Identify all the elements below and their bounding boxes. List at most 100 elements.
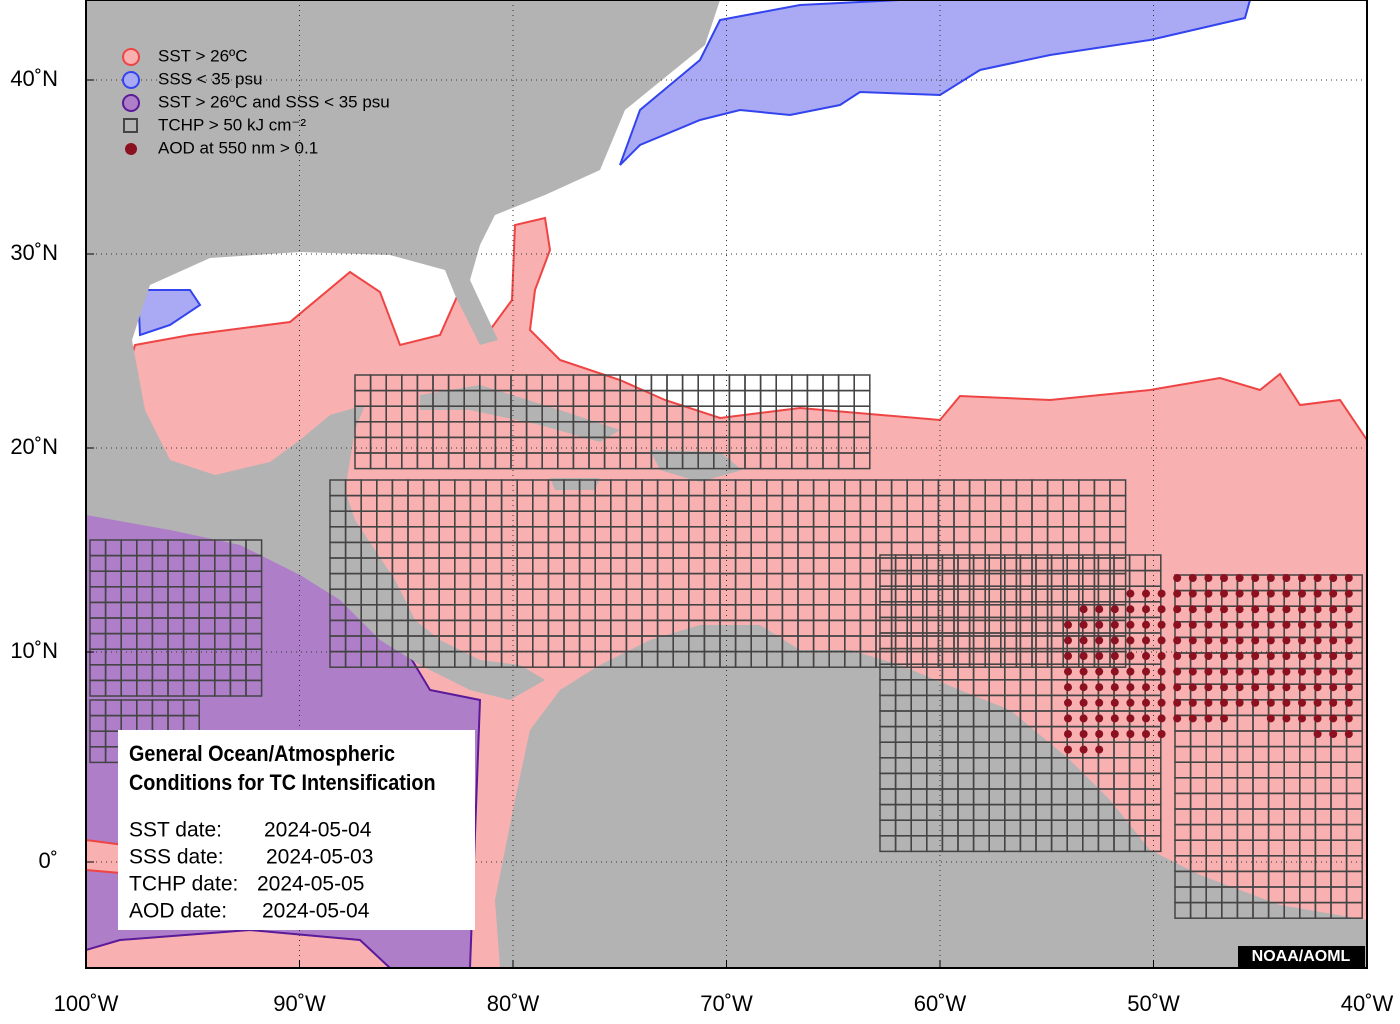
aod-dot <box>1188 652 1197 660</box>
aod-dot <box>1173 683 1182 692</box>
x-axis-label: 100˚W <box>54 991 119 1016</box>
aod-dot <box>1329 730 1338 738</box>
aod-dot <box>1064 636 1072 645</box>
aod-dot <box>1064 667 1072 676</box>
tchp-cell <box>1345 901 1363 919</box>
x-axis-label: 40˚W <box>1341 991 1394 1016</box>
aod-dot <box>1235 652 1244 660</box>
aod-dot <box>1266 589 1275 598</box>
aod-dot <box>1344 714 1353 723</box>
aod-dot <box>1282 652 1291 660</box>
tchp-cell <box>853 452 871 470</box>
aod-dot <box>1079 698 1088 707</box>
aod-dot <box>1173 589 1182 598</box>
aod-dot <box>1142 667 1150 676</box>
y-axis-label: 40˚N <box>10 66 58 91</box>
aod-dot <box>1173 636 1182 645</box>
aod-dot <box>1282 683 1291 692</box>
aod-dot <box>1142 730 1150 738</box>
aod-dot <box>1064 652 1072 660</box>
aod-dot <box>1142 605 1150 614</box>
credit: NOAA/AOML <box>1252 948 1351 965</box>
aod-dot <box>1064 714 1072 723</box>
aod-dot <box>1344 574 1353 582</box>
legend-label: SST > 26ºC <box>158 46 248 65</box>
date-label: AOD date: <box>129 900 227 923</box>
aod-dot <box>1157 652 1166 660</box>
aod-dot <box>1126 636 1135 645</box>
aod-dot <box>1313 574 1322 582</box>
aod-dot <box>1204 667 1213 676</box>
aod-dot <box>1173 667 1182 676</box>
aod-dot <box>1157 636 1166 645</box>
aod-dot <box>1329 589 1338 598</box>
aod-dot <box>1126 652 1135 660</box>
aod-dot <box>1282 574 1291 582</box>
sss-region <box>136 289 202 337</box>
aod-dot <box>1282 698 1291 707</box>
y-axis-label: 20˚N <box>10 434 58 459</box>
aod-dot <box>1329 652 1338 660</box>
aod-dot <box>1344 730 1353 738</box>
aod-dot <box>1157 667 1166 676</box>
aod-dot <box>1298 589 1306 598</box>
aod-dot <box>1110 667 1119 676</box>
aod-dot <box>1173 620 1182 629</box>
aod-dot <box>1204 652 1213 660</box>
aod-dot <box>1298 574 1306 582</box>
aod-dot <box>1095 667 1104 676</box>
y-axis-label: 30˚N <box>10 240 58 265</box>
aod-dot <box>1126 605 1135 614</box>
aod-dot <box>1344 652 1353 660</box>
sss-region <box>619 0 1252 166</box>
aod-dot <box>1251 636 1260 645</box>
aod-dot <box>1220 667 1228 676</box>
aod-dot <box>1204 574 1213 582</box>
aod-dot <box>1313 683 1322 692</box>
aod-dot <box>1126 683 1135 692</box>
aod-dot <box>1110 698 1119 707</box>
land <box>550 478 600 490</box>
aod-dot <box>1298 698 1306 707</box>
aod-dot <box>1266 683 1275 692</box>
aod-dot <box>1266 667 1275 676</box>
legend-label: TCHP > 50 kJ cm⁻² <box>158 115 306 134</box>
info-background <box>118 730 475 930</box>
aod-dot <box>1188 683 1197 692</box>
aod-dot <box>1266 636 1275 645</box>
x-axis-label: 70˚W <box>700 991 753 1016</box>
aod-dot <box>1126 620 1135 629</box>
aod-dot <box>1298 667 1306 676</box>
aod-dot <box>1157 698 1166 707</box>
aod-dot <box>1282 714 1291 723</box>
date-value: 2024-05-04 <box>264 819 372 842</box>
aod-dot <box>1266 698 1275 707</box>
info-box: General Ocean/Atmospheric Conditions for… <box>118 730 475 930</box>
aod-dot <box>1220 574 1228 582</box>
aod-dot <box>1282 589 1291 598</box>
land <box>495 625 1367 968</box>
aod-dot <box>1313 605 1322 614</box>
aod-dot <box>1298 620 1306 629</box>
legend-icon <box>123 118 138 133</box>
aod-dot <box>1313 620 1322 629</box>
aod-dot <box>1157 730 1166 738</box>
aod-dot <box>1235 667 1244 676</box>
aod-dot <box>1157 620 1166 629</box>
tchp-cell <box>1109 650 1127 668</box>
aod-dot <box>1095 714 1104 723</box>
aod-dot <box>1110 605 1119 614</box>
aod-dot <box>1329 667 1338 676</box>
aod-dot <box>1251 652 1260 660</box>
x-axis-label: 60˚W <box>914 991 967 1016</box>
date-label: TCHP date: <box>129 873 238 896</box>
legend-icon <box>122 48 140 66</box>
aod-dot <box>1110 636 1119 645</box>
aod-dot <box>1142 636 1150 645</box>
aod-dot <box>1220 714 1228 723</box>
legend-label: SSS < 35 psu <box>158 69 262 88</box>
aod-dot <box>1344 620 1353 629</box>
land <box>650 450 742 482</box>
aod-dot <box>1126 730 1135 738</box>
aod-dot <box>1188 574 1197 582</box>
